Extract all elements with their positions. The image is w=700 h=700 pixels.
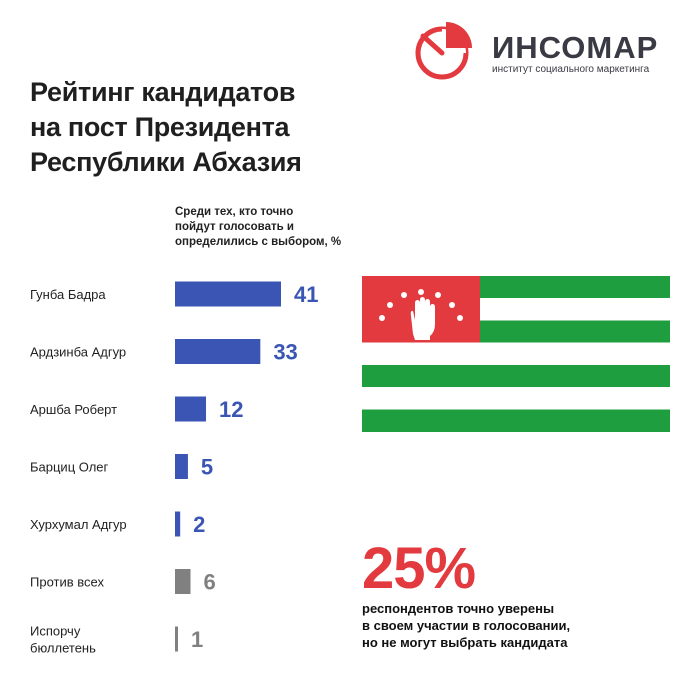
bar (175, 454, 188, 479)
stat-description-line: респондентов точно уверены (362, 601, 555, 616)
chart-note-line: определились с выбором, % (175, 236, 342, 248)
pie-logo-icon (415, 22, 472, 80)
bar (175, 339, 261, 364)
chart-note-line: пойдут голосовать и (175, 221, 294, 233)
bar-value-label: 6 (204, 570, 216, 595)
bar-value-label: 41 (294, 282, 318, 307)
stat-description-line: в своем участии в голосовании, (362, 618, 571, 633)
logo-subtitle: институт социального маркетинга (492, 64, 650, 75)
insomar-logo: ИНСОМАР институт социального маркетинга (413, 22, 678, 82)
chart-title-line: Рейтинг кандидатов (30, 77, 296, 107)
bar (175, 511, 181, 537)
category-label: Ардзинба Адгур (30, 345, 126, 360)
bar (175, 396, 207, 422)
stat-description-line: но не могут выбрать кандидата (362, 635, 568, 650)
category-label: Испорчу (30, 624, 81, 639)
abkhazia-flag-icon (362, 276, 670, 432)
bar-value-label: 12 (219, 397, 243, 422)
bar (175, 569, 191, 594)
category-label: Гунба Бадра (30, 287, 106, 302)
category-label: Барциц Олег (30, 460, 109, 475)
category-label: Аршба Роберт (30, 402, 117, 417)
bar-value-label: 1 (191, 627, 203, 652)
category-label: бюллетень (30, 641, 96, 656)
stat-description: респондентов точно уверены в своем участ… (362, 600, 692, 651)
bar-value-label: 5 (201, 455, 213, 480)
bar (175, 281, 281, 307)
chart-title-line: Республики Абхазия (30, 147, 302, 177)
logo-name: ИНСОМАР (492, 30, 659, 65)
bar-value-label: 33 (273, 340, 297, 365)
chart-note-line: Среди тех, кто точно (175, 206, 294, 218)
category-label: Хурхумал Адгур (30, 517, 127, 532)
chart-title: Рейтинг кандидатов на пост Президента Ре… (30, 75, 302, 180)
chart-title-line: на пост Президента (30, 112, 290, 142)
stat-value: 25% (362, 536, 476, 601)
category-label: Против всех (30, 575, 104, 590)
bar (175, 626, 178, 652)
chart-note: Среди тех, кто точно пойдут голосовать и… (175, 205, 375, 250)
bar-value-label: 2 (193, 512, 205, 537)
